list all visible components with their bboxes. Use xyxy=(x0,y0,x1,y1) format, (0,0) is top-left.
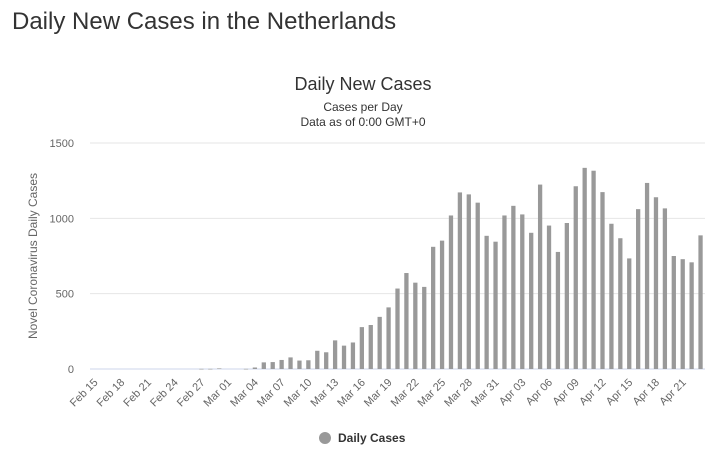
bar[interactable] xyxy=(252,367,258,369)
bar[interactable] xyxy=(439,240,445,369)
bar[interactable] xyxy=(600,192,605,369)
legend-item-daily-cases[interactable]: Daily Cases xyxy=(319,431,406,445)
bar[interactable] xyxy=(502,215,507,369)
bar[interactable] xyxy=(529,232,534,369)
x-tick-label: Feb 15 xyxy=(68,377,101,410)
bar[interactable] xyxy=(270,362,275,369)
bar[interactable] xyxy=(297,360,302,369)
bar[interactable] xyxy=(261,362,266,369)
x-tick-label: Feb 21 xyxy=(121,377,154,410)
bar[interactable] xyxy=(413,282,418,369)
bar[interactable] xyxy=(484,235,489,369)
x-tick-label: Mar 10 xyxy=(282,377,315,410)
bar[interactable] xyxy=(217,368,222,369)
x-tick-label: Mar 16 xyxy=(335,377,368,410)
bar[interactable] xyxy=(422,286,427,369)
bar[interactable] xyxy=(537,184,543,369)
x-tick-label: Mar 31 xyxy=(469,377,502,410)
bar[interactable] xyxy=(475,202,480,369)
bar[interactable] xyxy=(564,223,569,369)
bar[interactable] xyxy=(306,360,311,369)
chart-subtitle: Cases per Day xyxy=(323,100,402,114)
bar[interactable] xyxy=(582,167,587,369)
bar[interactable] xyxy=(644,182,650,369)
chart-title: Daily New Cases xyxy=(294,74,431,94)
bar[interactable] xyxy=(404,273,409,369)
bar[interactable] xyxy=(377,316,382,369)
bar[interactable] xyxy=(386,307,391,369)
bar[interactable] xyxy=(341,345,347,369)
x-tick-label: Mar 13 xyxy=(309,377,342,410)
y-axis-ticks: 0 500 1000 1500 xyxy=(50,138,74,376)
bar[interactable] xyxy=(627,258,632,369)
y-tick-label: 1500 xyxy=(50,138,74,150)
bar[interactable] xyxy=(680,259,685,369)
y-axis-title: Novel Coronavirus Daily Cases xyxy=(26,173,40,339)
x-tick-label: Apr 09 xyxy=(550,377,581,408)
bar[interactable] xyxy=(662,208,668,369)
x-tick-label: Apr 18 xyxy=(631,377,662,408)
x-tick-label: Mar 07 xyxy=(255,377,288,410)
bar[interactable] xyxy=(689,262,694,369)
x-tick-label: Mar 28 xyxy=(442,377,475,410)
bar[interactable] xyxy=(359,327,364,369)
bar[interactable] xyxy=(315,350,320,369)
bar[interactable] xyxy=(395,288,400,369)
bar[interactable] xyxy=(520,214,525,369)
y-tick-label: 0 xyxy=(68,364,74,376)
y-tick-label: 500 xyxy=(56,289,74,301)
x-tick-label: Apr 15 xyxy=(604,377,635,408)
x-tick-label: Apr 21 xyxy=(657,377,688,408)
x-tick-label: Feb 24 xyxy=(148,377,181,410)
bar[interactable] xyxy=(609,223,614,369)
bar[interactable] xyxy=(546,225,552,369)
x-tick-label: Apr 06 xyxy=(524,377,555,408)
bar[interactable] xyxy=(243,368,249,370)
x-tick-label: Apr 12 xyxy=(577,377,608,408)
bars xyxy=(199,167,703,370)
bar[interactable] xyxy=(671,256,676,369)
bar[interactable] xyxy=(698,235,703,369)
bar[interactable] xyxy=(199,368,204,370)
bar[interactable] xyxy=(653,197,659,369)
bar[interactable] xyxy=(457,192,463,369)
bar[interactable] xyxy=(511,205,516,369)
bar[interactable] xyxy=(368,325,373,369)
x-tick-label: Feb 27 xyxy=(175,377,208,410)
legend-marker xyxy=(319,432,331,444)
bar[interactable] xyxy=(466,194,471,369)
bar[interactable] xyxy=(573,186,578,369)
x-tick-label: Feb 18 xyxy=(95,377,128,410)
bar[interactable] xyxy=(350,342,356,369)
bar[interactable] xyxy=(618,238,623,369)
bar[interactable] xyxy=(332,340,338,369)
bar[interactable] xyxy=(636,209,641,369)
x-tick-label: Mar 19 xyxy=(362,377,395,410)
x-tick-label: Mar 04 xyxy=(228,377,261,410)
page-title: Daily New Cases in the Netherlands xyxy=(12,8,397,35)
x-tick-label: Mar 25 xyxy=(415,377,448,410)
bar[interactable] xyxy=(288,357,293,369)
bar[interactable] xyxy=(431,246,436,369)
bar[interactable] xyxy=(279,359,284,369)
x-tick-label: Mar 01 xyxy=(202,377,235,410)
x-tick-label: Apr 03 xyxy=(497,377,528,408)
x-tick-label: Mar 22 xyxy=(389,377,422,410)
bar[interactable] xyxy=(448,215,454,369)
bar[interactable] xyxy=(324,352,329,369)
bar[interactable] xyxy=(555,251,561,369)
bar[interactable] xyxy=(208,368,213,370)
chart-subtitle-date: Data as of 0:00 GMT+0 xyxy=(300,115,425,129)
bar[interactable] xyxy=(591,170,596,369)
y-tick-label: 1000 xyxy=(50,213,74,225)
bar[interactable] xyxy=(493,241,498,369)
legend-label: Daily Cases xyxy=(338,431,406,445)
